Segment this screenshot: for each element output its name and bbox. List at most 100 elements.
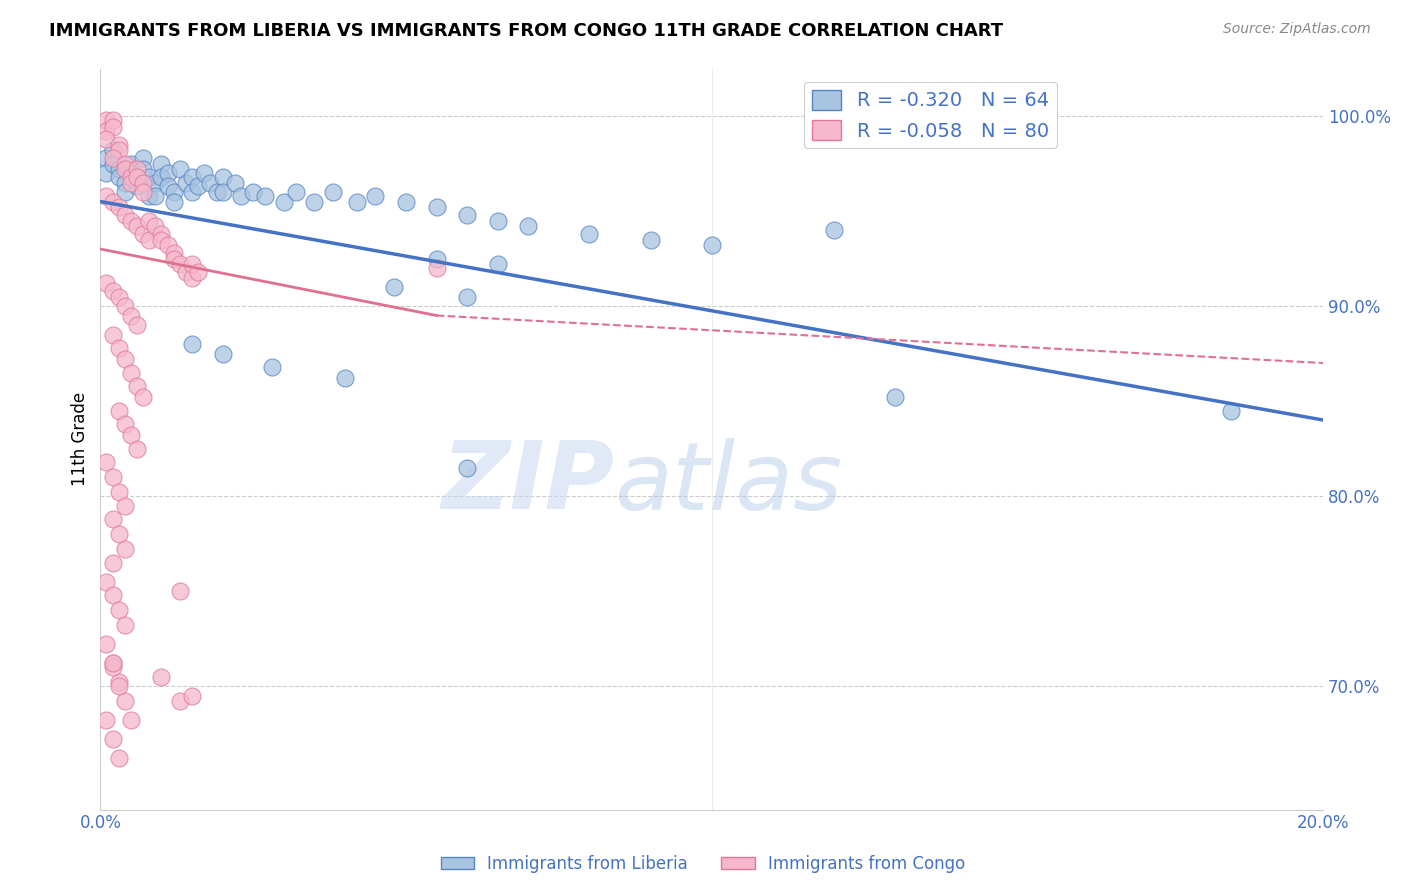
Text: IMMIGRANTS FROM LIBERIA VS IMMIGRANTS FROM CONGO 11TH GRADE CORRELATION CHART: IMMIGRANTS FROM LIBERIA VS IMMIGRANTS FR… — [49, 22, 1004, 40]
Point — [700, 238, 723, 252]
Point — [156, 179, 179, 194]
Point — [101, 143, 124, 157]
Point — [333, 371, 356, 385]
Point — [107, 403, 129, 417]
Point — [96, 166, 118, 180]
Point — [169, 257, 191, 271]
Point — [132, 176, 155, 190]
Point — [96, 151, 118, 165]
Point — [120, 169, 142, 184]
Point — [181, 169, 204, 184]
Point — [101, 156, 124, 170]
Point — [107, 485, 129, 500]
Point — [96, 574, 118, 589]
Point — [150, 233, 173, 247]
Point — [1220, 403, 1243, 417]
Point — [426, 200, 449, 214]
Point — [125, 219, 148, 234]
Point — [145, 219, 167, 234]
Point — [304, 194, 326, 209]
Point — [254, 189, 277, 203]
Point — [285, 185, 308, 199]
Point — [107, 289, 129, 303]
Point — [96, 277, 118, 291]
Point — [150, 669, 173, 683]
Point — [156, 166, 179, 180]
Point — [456, 289, 478, 303]
Point — [114, 208, 136, 222]
Legend: Immigrants from Liberia, Immigrants from Congo: Immigrants from Liberia, Immigrants from… — [434, 848, 972, 880]
Point — [132, 390, 155, 404]
Point — [107, 143, 129, 157]
Point — [163, 245, 186, 260]
Point — [114, 176, 136, 190]
Point — [125, 442, 148, 456]
Point — [150, 169, 173, 184]
Point — [96, 189, 118, 203]
Point — [125, 379, 148, 393]
Point — [107, 200, 129, 214]
Y-axis label: 11th Grade: 11th Grade — [72, 392, 89, 486]
Point — [107, 751, 129, 765]
Point — [120, 213, 142, 227]
Point — [456, 208, 478, 222]
Point — [107, 169, 129, 184]
Point — [145, 176, 167, 190]
Point — [163, 194, 186, 209]
Point — [181, 270, 204, 285]
Point — [486, 213, 509, 227]
Point — [101, 556, 124, 570]
Point — [114, 417, 136, 431]
Point — [486, 257, 509, 271]
Point — [138, 213, 160, 227]
Point — [211, 169, 233, 184]
Point — [174, 265, 197, 279]
Point — [120, 156, 142, 170]
Point — [138, 189, 160, 203]
Point — [132, 185, 155, 199]
Point — [181, 185, 204, 199]
Point — [181, 257, 204, 271]
Point — [120, 713, 142, 727]
Text: ZIP: ZIP — [441, 437, 614, 530]
Point — [426, 252, 449, 266]
Point — [273, 194, 295, 209]
Point — [114, 694, 136, 708]
Point — [120, 166, 142, 180]
Point — [456, 460, 478, 475]
Point — [211, 185, 233, 199]
Point — [224, 176, 246, 190]
Point — [107, 341, 129, 355]
Point — [101, 657, 124, 671]
Point — [187, 179, 209, 194]
Point — [114, 299, 136, 313]
Point — [107, 527, 129, 541]
Point — [163, 185, 186, 199]
Point — [101, 194, 124, 209]
Point — [211, 346, 233, 360]
Point — [125, 179, 148, 194]
Point — [96, 455, 118, 469]
Point — [169, 162, 191, 177]
Text: Source: ZipAtlas.com: Source: ZipAtlas.com — [1223, 22, 1371, 37]
Point — [163, 252, 186, 266]
Point — [322, 185, 344, 199]
Point — [181, 689, 204, 703]
Point — [125, 162, 148, 177]
Point — [120, 176, 142, 190]
Point — [517, 219, 540, 234]
Point — [101, 660, 124, 674]
Point — [200, 176, 222, 190]
Point — [125, 169, 148, 184]
Point — [96, 112, 118, 127]
Point — [181, 337, 204, 351]
Point — [120, 366, 142, 380]
Point — [114, 618, 136, 632]
Point — [101, 657, 124, 671]
Point — [138, 233, 160, 247]
Point — [101, 732, 124, 747]
Point — [96, 132, 118, 146]
Point — [120, 428, 142, 442]
Point — [823, 223, 845, 237]
Point — [260, 359, 283, 374]
